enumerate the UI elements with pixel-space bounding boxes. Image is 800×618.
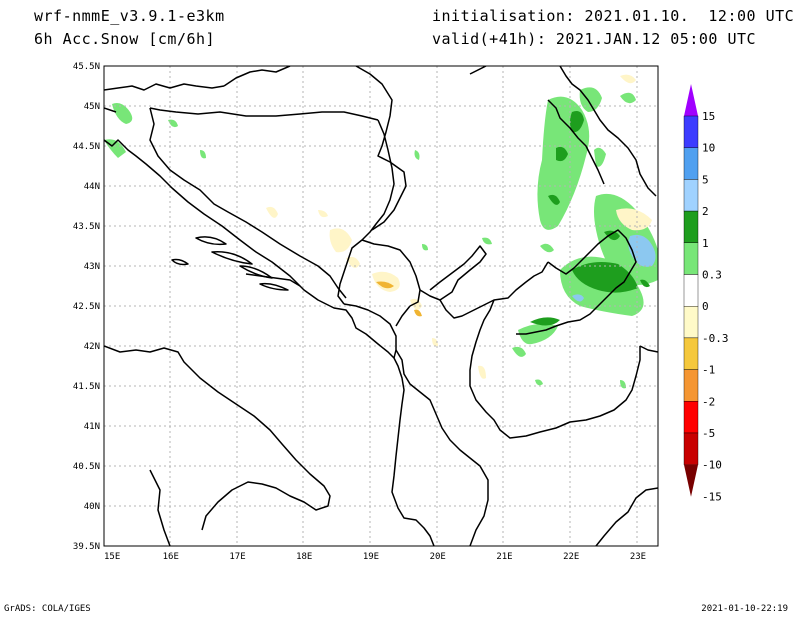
colorbar-level-label: 0 bbox=[702, 300, 709, 313]
colorbar-level-label: 10 bbox=[702, 142, 715, 155]
colorbar-level-label: -10 bbox=[702, 459, 722, 472]
coastlines-borders bbox=[104, 66, 658, 546]
colorbar-swatch bbox=[683, 179, 699, 212]
colorbar-level-label: -0.3 bbox=[702, 332, 729, 345]
model-title: wrf-nmmE_v3.9.1-e3km bbox=[34, 7, 225, 25]
map-frame bbox=[103, 65, 659, 547]
lon-tick-label: 21E bbox=[496, 552, 512, 562]
colorbar-top-arrow bbox=[684, 84, 698, 116]
colorbar-level-label: -2 bbox=[702, 395, 715, 408]
variable-title: 6h Acc.Snow [cm/6h] bbox=[34, 30, 216, 48]
lon-tick-label: 17E bbox=[229, 552, 245, 562]
colorbar-swatch bbox=[683, 432, 699, 465]
colorbar-bottom-arrow bbox=[684, 464, 698, 497]
lat-tick-labels: 39.5N 40N 40.5N 41N 41.5N 42N 42.5N 43N 43.5N 44N… bbox=[73, 62, 100, 552]
colorbar-swatch bbox=[683, 115, 699, 148]
lat-tick-label: 42N bbox=[84, 342, 100, 352]
lat-tick-label: 39.5N bbox=[73, 542, 100, 552]
colorbar-level-label: 15 bbox=[702, 110, 715, 123]
footer-timestamp: 2021-01-10-22:19 bbox=[701, 604, 788, 614]
lat-tick-label: 44N bbox=[84, 182, 100, 192]
footer-credit: GrADS: COLA/IGES bbox=[4, 604, 91, 614]
lon-tick-label: 18E bbox=[296, 552, 312, 562]
colorbar-swatch bbox=[683, 337, 699, 370]
lat-tick-label: 45N bbox=[84, 102, 100, 112]
colorbar-swatch bbox=[683, 274, 699, 307]
lat-tick-label: 42.5N bbox=[73, 302, 100, 312]
lat-tick-label: 40N bbox=[84, 502, 100, 512]
lat-tick-label: 43.5N bbox=[73, 222, 100, 232]
colorbar-swatch bbox=[683, 147, 699, 180]
lon-tick-label: 15E bbox=[104, 552, 120, 562]
colorbar-level-label: 1 bbox=[702, 237, 709, 250]
lat-tick-label: 40.5N bbox=[73, 462, 100, 472]
initialisation-time: initialisation: 2021.01.10. 12:00 UTC bbox=[432, 7, 795, 25]
colorbar-swatch bbox=[683, 369, 699, 402]
lat-tick-label: 44.5N bbox=[73, 142, 100, 152]
lat-tick-label: 43N bbox=[84, 262, 100, 272]
colorbar-level-label: -1 bbox=[702, 364, 715, 377]
colorbar-level-label: -5 bbox=[702, 427, 715, 440]
lon-tick-labels: 15E 16E 17E 18E 19E 20E 21E 22E 23E bbox=[104, 552, 646, 562]
colorbar-level-label: 2 bbox=[702, 205, 709, 218]
colorbar-swatch bbox=[683, 306, 699, 339]
lon-tick-label: 22E bbox=[563, 552, 579, 562]
valid-time: valid(+41h): 2021.JAN.12 05:00 UTC bbox=[432, 30, 757, 48]
colorbar-level-label: -15 bbox=[702, 490, 722, 503]
lat-tick-label: 45.5N bbox=[73, 62, 100, 72]
colorbar-level-label: 5 bbox=[702, 173, 709, 186]
lat-tick-label: 41N bbox=[84, 422, 100, 432]
colorbar-swatch bbox=[683, 210, 699, 244]
colorbar-level-label: 0.3 bbox=[702, 269, 722, 282]
snow-field bbox=[104, 74, 658, 389]
colorbar-swatch bbox=[683, 401, 699, 434]
lon-tick-label: 16E bbox=[163, 552, 179, 562]
colorbar: 15 10 5 2 1 0.3 0 -0.3 -1 -2 -5 -10 -15 bbox=[683, 84, 729, 503]
lon-tick-label: 23E bbox=[630, 552, 646, 562]
lon-tick-label: 19E bbox=[363, 552, 379, 562]
colorbar-swatch bbox=[683, 242, 699, 275]
lon-tick-label: 20E bbox=[430, 552, 446, 562]
lat-tick-label: 41.5N bbox=[73, 382, 100, 392]
